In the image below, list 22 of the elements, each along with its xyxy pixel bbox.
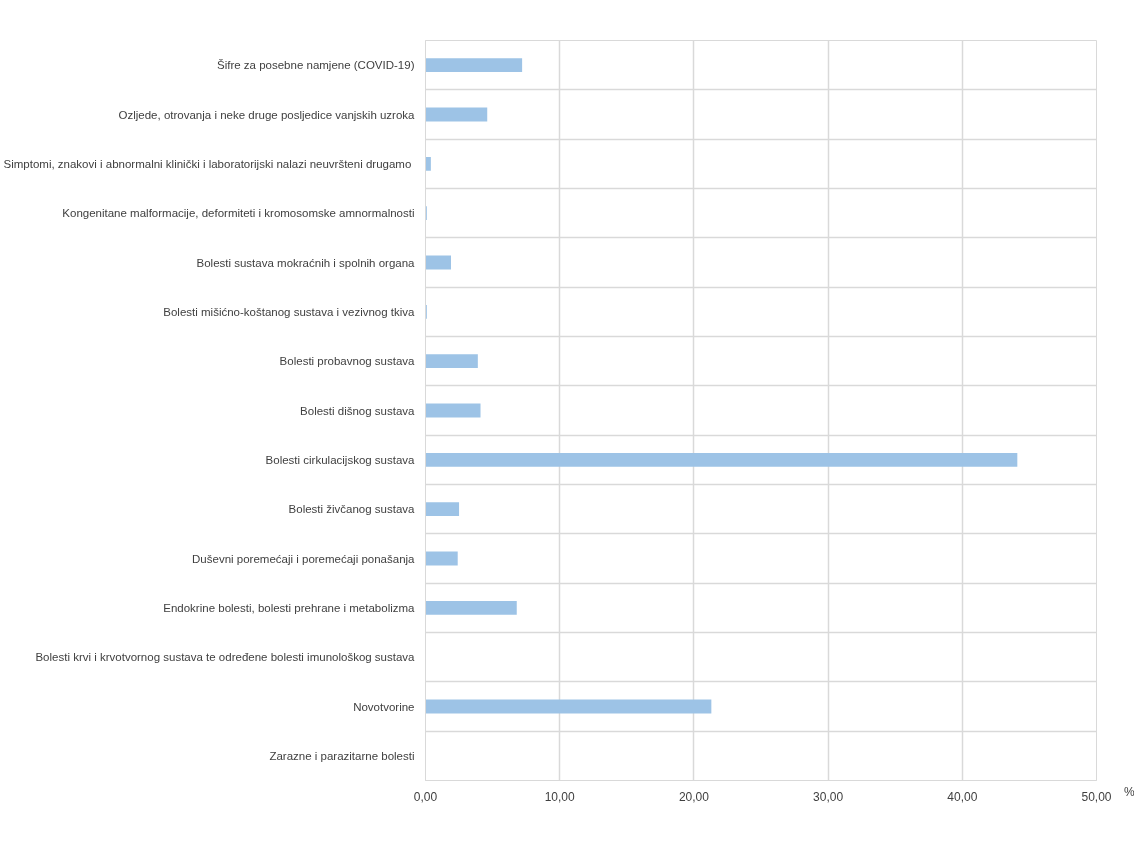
y-tick-label: Bolesti probavnog sustava xyxy=(279,355,416,368)
y-tick-label: Kongenitane malformacije, deformiteti i kromosomske amnormalnosti xyxy=(62,207,415,220)
x-axis-title: % xyxy=(1124,784,1134,801)
y-tick-label: Bolesti dišnog sustava xyxy=(300,404,416,417)
x-tick-label: 50,00 xyxy=(1081,789,1112,804)
y-tick-label: Šifre za posebne namjene (COVID-19) xyxy=(216,59,415,72)
x-tick-label: 0,00 xyxy=(413,789,438,804)
y-tick-label: Bolesti cirkulacijskog sustava xyxy=(265,453,416,466)
y-tick-label: Bolesti živčanog sustava xyxy=(288,503,416,516)
y-tick-label: Endokrine bolesti, bolesti prehrane i metabolizma xyxy=(163,601,416,614)
y-tick-label: Novotvorine xyxy=(353,700,415,713)
x-tick-label: 40,00 xyxy=(947,789,978,804)
y-tick-label: Bolesti sustava mokraćnih i spolnih organa xyxy=(196,256,416,269)
y-tick-label: Duševni poremećaji i poremećaji ponašanja xyxy=(192,552,416,565)
y-tick-label: Zarazne i parazitarne bolesti xyxy=(269,749,415,762)
y-tick-label: Simptomi, znakovi i abnormalni klinički i laboratorijski nalazi neuvršteni drugamo xyxy=(3,157,412,170)
x-tick-label: 10,00 xyxy=(544,789,576,804)
y-tick-label: Bolesti mišićno-koštanog sustava i vezivnog tkiva xyxy=(163,305,416,318)
x-tick-label: 30,00 xyxy=(813,789,844,804)
x-tick-label: 20,00 xyxy=(678,789,710,804)
y-tick-label: Ozljede, otrovanja i neke druge posljedice vanjskih uzroka xyxy=(118,108,416,121)
y-tick-label: Bolesti krvi i krvotvornog sustava te određene bolesti imunološkog sustava xyxy=(35,651,416,664)
